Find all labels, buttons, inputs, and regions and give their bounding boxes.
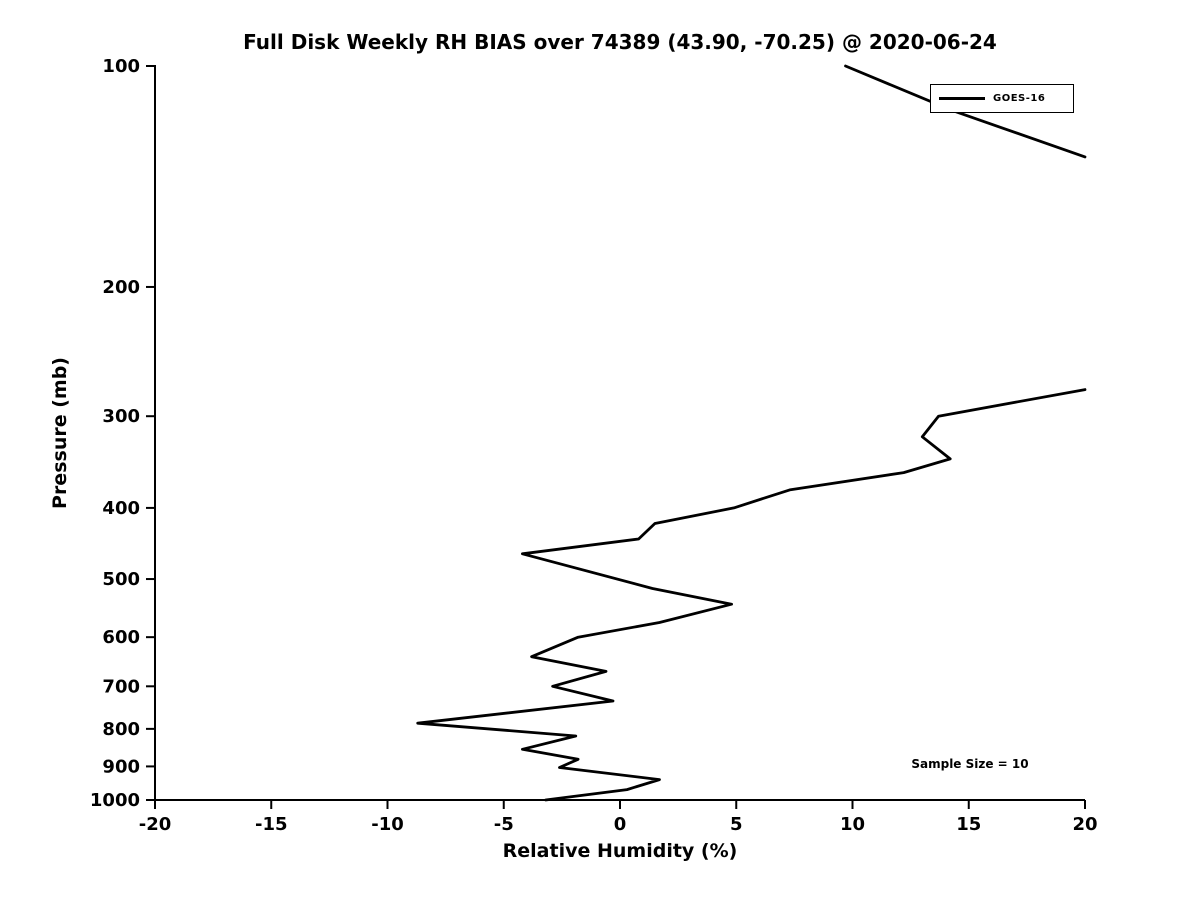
y-tick-label: 600 <box>102 627 140 648</box>
x-tick-label: 0 <box>614 814 627 835</box>
legend-line-sample <box>939 97 985 100</box>
x-tick-label: 5 <box>730 814 743 835</box>
x-tick-label: 15 <box>956 814 981 835</box>
x-tick-label: 10 <box>840 814 865 835</box>
x-tick-label: -15 <box>255 814 288 835</box>
y-tick-label: 900 <box>102 756 140 777</box>
y-tick-label: 700 <box>102 676 140 697</box>
y-tick-label: 100 <box>102 56 140 77</box>
sample-size-annotation: Sample Size = 10 <box>911 757 1029 771</box>
y-tick-label: 300 <box>102 406 140 427</box>
x-tick-label: -10 <box>371 814 404 835</box>
y-tick-label: 800 <box>102 719 140 740</box>
x-axis-label: Relative Humidity (%) <box>502 840 738 862</box>
x-tick-label: -20 <box>139 814 172 835</box>
y-tick-label: 1000 <box>90 790 140 811</box>
chart-title: Full Disk Weekly RH BIAS over 74389 (43.… <box>243 30 997 54</box>
y-tick-label: 400 <box>102 498 140 519</box>
legend: GOES-16 <box>930 84 1074 113</box>
legend-entry-label: GOES-16 <box>993 93 1046 104</box>
y-tick-label: 200 <box>102 277 140 298</box>
x-tick-label: 20 <box>1072 814 1097 835</box>
rh-bias-line <box>416 388 1087 802</box>
x-tick-label: -5 <box>494 814 514 835</box>
y-tick-label: 500 <box>102 569 140 590</box>
